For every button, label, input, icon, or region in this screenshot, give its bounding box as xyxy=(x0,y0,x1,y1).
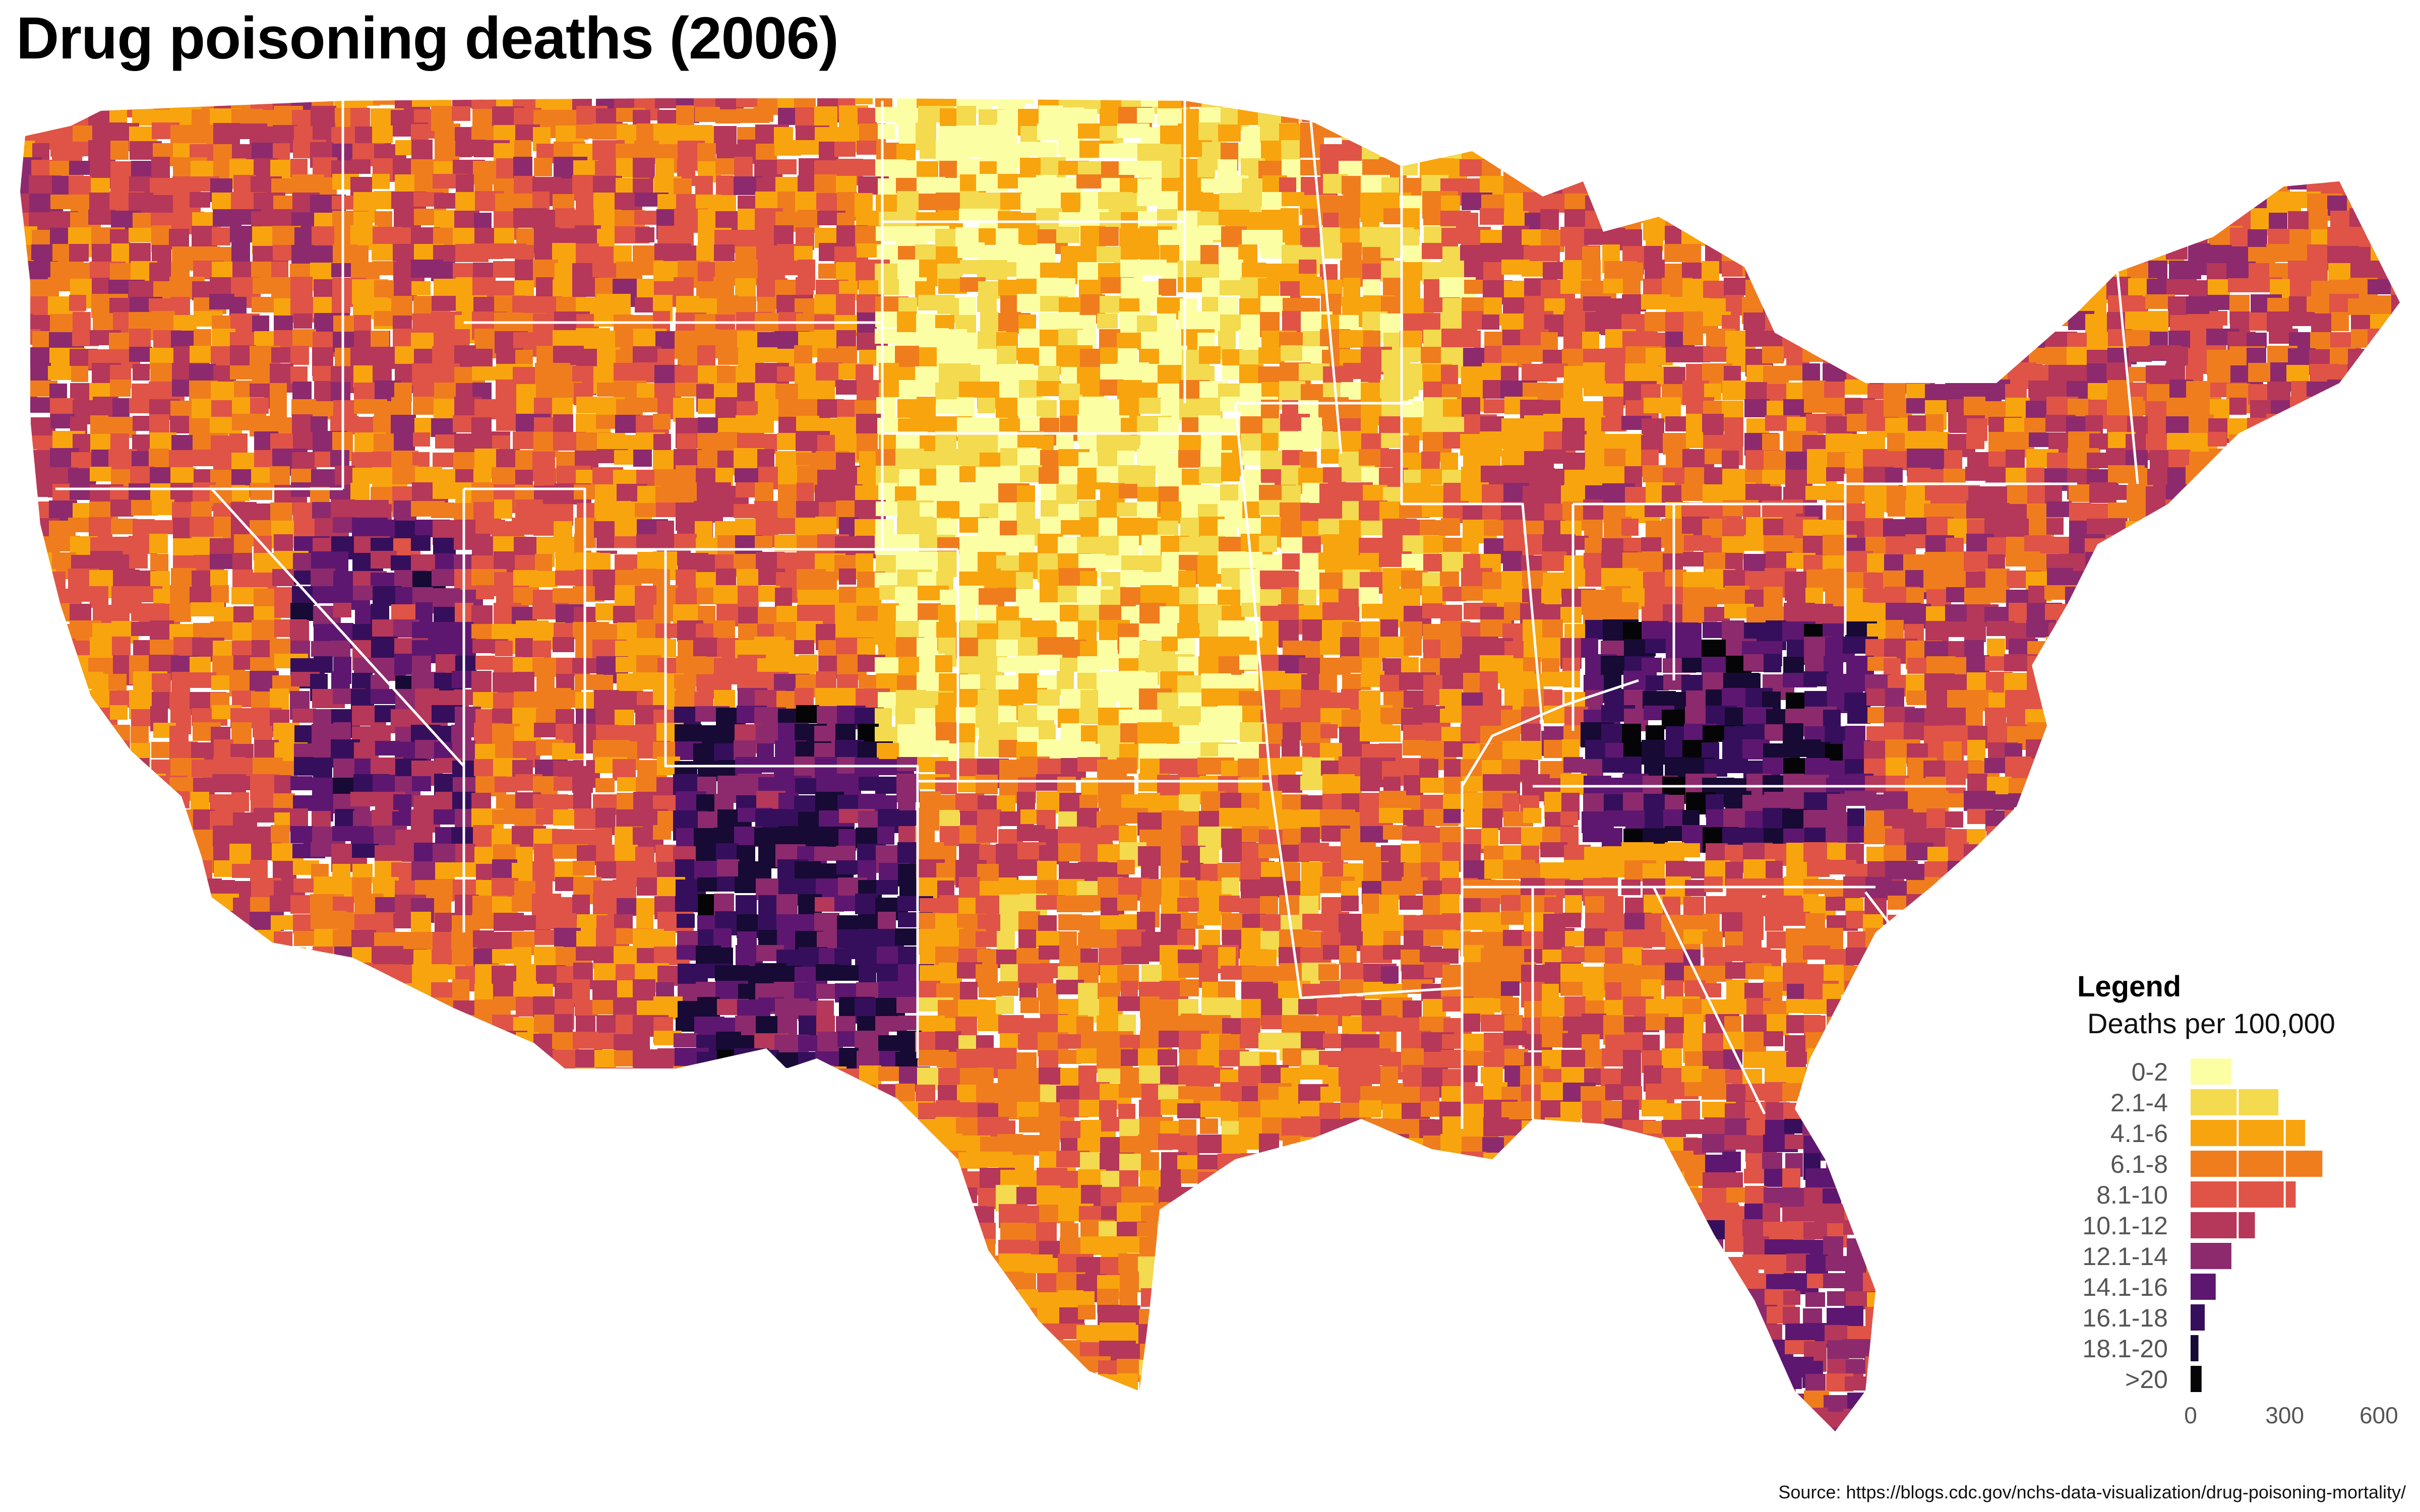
legend-histogram xyxy=(2191,1058,2380,1397)
legend-bin-label: 6.1-8 xyxy=(2110,1150,2168,1178)
legend: Legend Deaths per 100,000 0-2 2.1-4 4.1-6 6… xyxy=(2057,958,2410,1428)
legend-bin-bar xyxy=(2191,1151,2323,1177)
legend-bin-label: 14.1-16 xyxy=(2082,1273,2168,1301)
legend-axis-tick: 0 xyxy=(2184,1402,2197,1428)
legend-bin-bar xyxy=(2191,1120,2306,1146)
legend-bin-bar xyxy=(2191,1089,2279,1115)
legend-bin-bar xyxy=(2191,1304,2205,1331)
legend-bin-label: 10.1-12 xyxy=(2082,1212,2168,1240)
source-caption: Source: https://blogs.cdc.gov/nchs-data-… xyxy=(1778,1482,2406,1502)
legend-bin-label: 4.1-6 xyxy=(2110,1119,2168,1148)
legend-bin-bar xyxy=(2191,1335,2199,1361)
legend-bin-bar xyxy=(2191,1058,2231,1085)
map-title: Drug poisoning deaths (2006) xyxy=(16,5,839,72)
legend-bin-label: >20 xyxy=(2125,1365,2168,1394)
legend-bin-bar xyxy=(2191,1274,2216,1300)
legend-title: Legend xyxy=(2077,970,2182,1003)
legend-axis-tick: 300 xyxy=(2265,1402,2305,1428)
legend-bin-label: 2.1-4 xyxy=(2110,1089,2168,1117)
legend-bin-bar xyxy=(2191,1212,2255,1238)
legend-bin-bar xyxy=(2191,1181,2296,1208)
legend-bin-label: 16.1-18 xyxy=(2082,1304,2168,1332)
legend-bin-label: 18.1-20 xyxy=(2082,1335,2168,1363)
legend-bin-label: 0-2 xyxy=(2131,1058,2168,1086)
legend-bin-bar xyxy=(2191,1243,2231,1269)
legend-axis-tick: 600 xyxy=(2359,1402,2398,1428)
legend-bin-label: 12.1-14 xyxy=(2082,1242,2168,1271)
legend-bin-label: 8.1-10 xyxy=(2096,1181,2168,1209)
legend-subtitle: Deaths per 100,000 xyxy=(2087,1007,2335,1039)
legend-bin-bar xyxy=(2191,1366,2202,1392)
